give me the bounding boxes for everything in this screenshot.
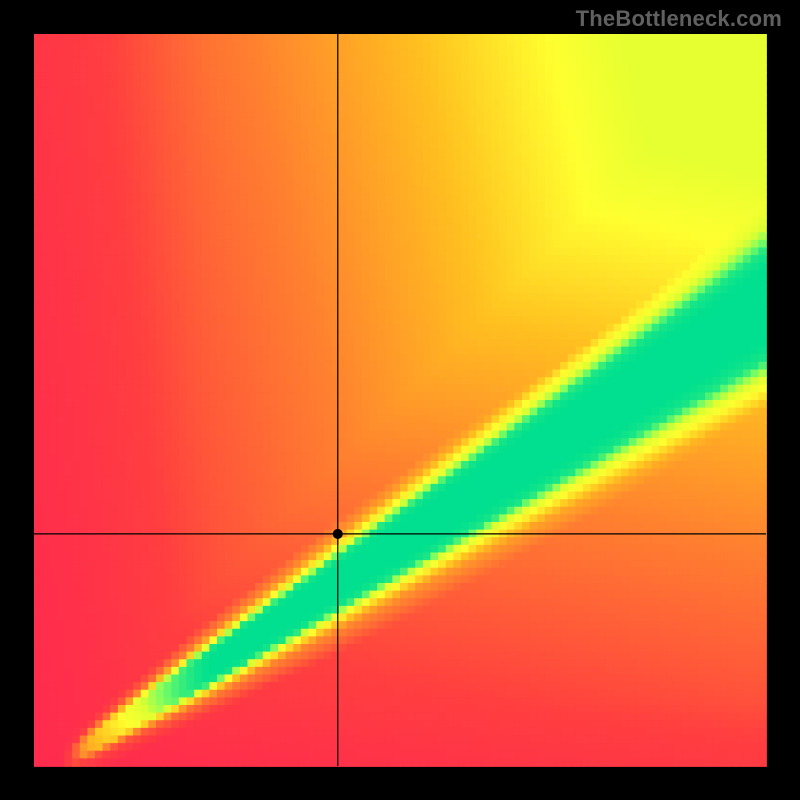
bottleneck-heatmap: [0, 0, 800, 800]
chart-container: TheBottleneck.com: [0, 0, 800, 800]
watermark-label: TheBottleneck.com: [576, 6, 782, 32]
